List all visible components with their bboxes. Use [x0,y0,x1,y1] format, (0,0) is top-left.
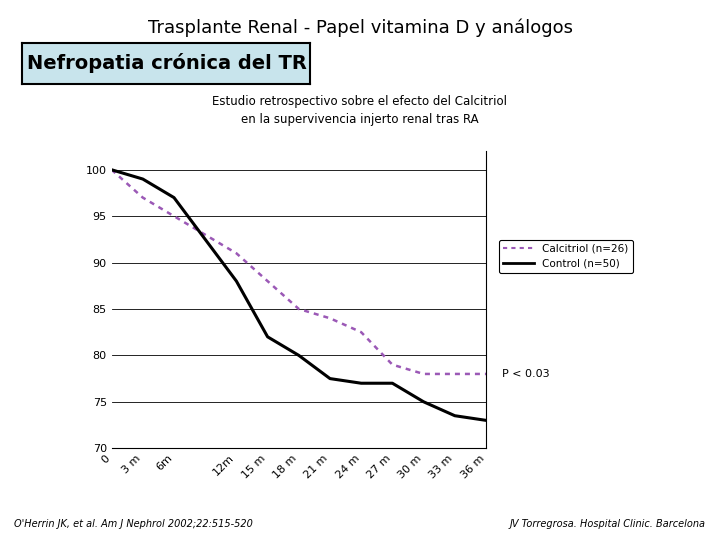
Text: Estudio retrospectivo sobre el efecto del Calcitriol
en la supervivencia injerto: Estudio retrospectivo sobre el efecto de… [212,94,508,125]
Text: Trasplante Renal - Papel vitamina D y análogos: Trasplante Renal - Papel vitamina D y an… [148,19,572,37]
Legend: Calcitriol (n=26), Control (n=50): Calcitriol (n=26), Control (n=50) [499,240,633,273]
Text: Nefropatia crónica del TR: Nefropatia crónica del TR [27,53,307,73]
Text: O'Herrin JK, et al. Am J Nephrol 2002;22:515-520: O'Herrin JK, et al. Am J Nephrol 2002;22… [14,519,253,529]
Text: JV Torregrosa. Hospital Clinic. Barcelona: JV Torregrosa. Hospital Clinic. Barcelon… [510,519,706,529]
Text: P < 0.03: P < 0.03 [502,369,549,379]
